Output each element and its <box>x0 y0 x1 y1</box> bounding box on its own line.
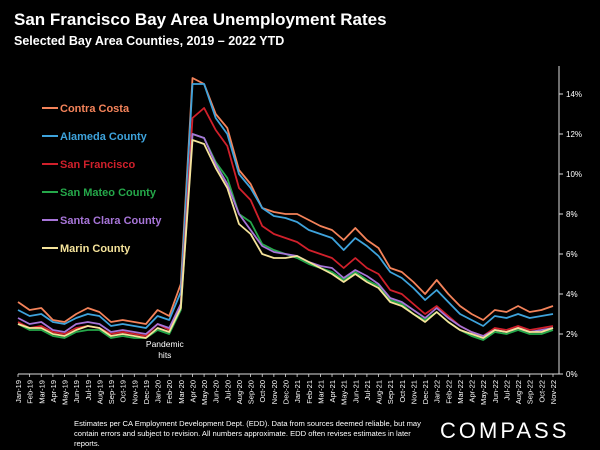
page-subtitle: Selected Bay Area Counties, 2019 – 2022 … <box>14 34 285 48</box>
x-tick-label: Oct-22 <box>537 380 546 403</box>
x-tick-label: Feb-21 <box>305 380 314 404</box>
annotation-hits: hits <box>158 350 171 360</box>
x-tick-label: Nov-20 <box>270 380 279 404</box>
x-tick-label: Apr-22 <box>468 380 477 403</box>
x-tick-label: May-20 <box>200 380 209 405</box>
x-tick-label: Jun-22 <box>491 380 500 403</box>
x-tick-label: Apr-19 <box>49 380 58 403</box>
x-tick-label: Jul-21 <box>363 380 372 400</box>
y-tick-label: 6% <box>566 250 578 259</box>
x-tick-label: May-21 <box>340 380 349 405</box>
x-tick-label: Jan-19 <box>14 380 23 403</box>
series-line-alameda-county <box>17 83 554 329</box>
x-tick-label: Jul-20 <box>223 380 232 400</box>
x-tick-label: Apr-21 <box>328 380 337 403</box>
x-tick-label: Jun-19 <box>72 380 81 403</box>
x-tick-label: Jan-20 <box>154 380 163 403</box>
x-tick-label: Mar-21 <box>316 380 325 404</box>
x-tick-label: Jan-22 <box>433 380 442 403</box>
x-tick-label: Sep-20 <box>247 380 256 404</box>
x-tick-label: Jul-22 <box>502 380 511 400</box>
y-tick-label: 4% <box>566 290 578 299</box>
x-tick-label: Jul-19 <box>84 380 93 400</box>
x-tick-label: Mar-22 <box>456 380 465 404</box>
x-tick-label: Apr-20 <box>188 380 197 403</box>
x-tick-label: Jun-21 <box>351 380 360 403</box>
source-footnote: Estimates per CA Employment Development … <box>74 419 421 448</box>
x-tick-label: Nov-21 <box>409 380 418 404</box>
legend-label-alameda-county: Alameda County <box>60 131 148 143</box>
y-tick-label: 10% <box>566 170 582 179</box>
x-tick-label: Feb-19 <box>26 380 35 404</box>
x-tick-label: Feb-22 <box>444 380 453 404</box>
series-line-santa-clara-county <box>17 133 554 337</box>
x-tick-label: Sep-19 <box>107 380 116 404</box>
x-tick-label: Dec-19 <box>142 380 151 404</box>
x-tick-label: Oct-19 <box>119 380 128 403</box>
series-line-marin-county <box>17 139 554 339</box>
x-tick-label: Oct-21 <box>398 380 407 403</box>
x-tick-label: Jun-20 <box>212 380 221 403</box>
x-tick-label: May-19 <box>61 380 70 405</box>
x-tick-label: Feb-20 <box>165 380 174 404</box>
x-tick-label: Aug-19 <box>95 380 104 404</box>
y-tick-label: 0% <box>566 370 578 379</box>
y-tick-label: 8% <box>566 210 578 219</box>
x-tick-label: Nov-19 <box>130 380 139 404</box>
x-tick-label: May-22 <box>479 380 488 405</box>
annotation-pandemic: Pandemic <box>146 339 185 349</box>
y-tick-label: 14% <box>566 90 582 99</box>
x-tick-label: Dec-20 <box>282 380 291 404</box>
x-tick-label: Jan-21 <box>293 380 302 403</box>
legend-label-marin-county: Marin County <box>60 243 131 255</box>
x-tick-label: Aug-20 <box>235 380 244 404</box>
x-tick-label: Dec-21 <box>421 380 430 404</box>
x-tick-label: Mar-20 <box>177 380 186 404</box>
x-tick-label: Nov-22 <box>549 380 558 404</box>
compass-logo: COMPASS <box>440 418 570 443</box>
legend-label-santa-clara-county: Santa Clara County <box>60 215 162 227</box>
x-tick-label: Aug-22 <box>514 380 523 404</box>
y-tick-label: 12% <box>566 130 582 139</box>
legend-label-contra-costa: Contra Costa <box>60 103 130 115</box>
y-tick-label: 2% <box>566 330 578 339</box>
x-tick-label: Mar-19 <box>37 380 46 404</box>
page-title: San Francisco Bay Area Unemployment Rate… <box>14 10 387 29</box>
x-tick-label: Sep-22 <box>526 380 535 404</box>
x-tick-label: Oct-20 <box>258 380 267 403</box>
legend-label-san-mateo-county: San Mateo County <box>60 187 157 199</box>
legend-label-san-francisco: San Francisco <box>60 159 135 171</box>
series-line-contra-costa <box>17 77 554 325</box>
x-tick-label: Sep-21 <box>386 380 395 404</box>
x-tick-label: Aug-21 <box>375 380 384 404</box>
